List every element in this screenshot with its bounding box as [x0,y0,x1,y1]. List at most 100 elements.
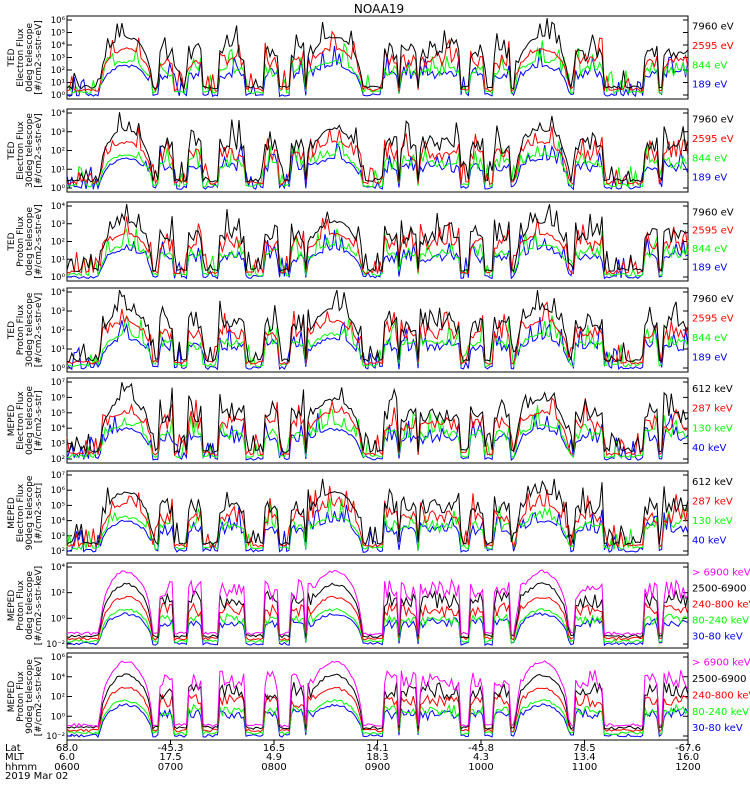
panel-2: 10⁴ 10³ 10² 10¹ 10⁰ TED Electron Flux 30deg tel… [7,108,734,194]
y-axis-label-line: TED [7,232,17,251]
legend-entry: 7960 eV [692,207,734,218]
y-tick-label: 10³ [51,54,65,64]
legend-entry: 2595 eV [692,226,734,237]
y-axis-label-line: TED [7,141,17,160]
x-tick-label-lat: -45.3 [158,743,184,754]
y-axis-label-line: 0deg telescope [25,386,35,456]
y-tick-label: 10⁰ [51,91,66,101]
y-axis-label-line: 0deg telescope [25,207,35,277]
y-axis-label: MEPED Proton Flux 90deg telescope [#/cm2-s-… [7,657,44,736]
y-axis-label-line: 0deg telescope [25,23,35,93]
chart-title: NOAA19 [354,2,404,16]
x-tick-label-lat: 14.1 [366,743,388,754]
series-trace [66,382,689,454]
legend-entry: 7960 eV [692,22,734,33]
legend-entry: 189 eV [692,262,727,273]
y-tick-label: 10⁰ [51,614,66,624]
series-trace [66,315,689,368]
y-tick-label: 10⁵ [51,409,65,419]
y-axis-label-line: Proton Flux [16,304,26,355]
x-tick-label-lat: -67.6 [675,743,701,754]
y-axis-label-line: Electron Flux [16,28,26,87]
y-axis-label-line: 30deg telescope [25,113,35,188]
y-tick-label: 10⁰ [51,712,66,722]
legend-entry: 7960 eV [692,294,734,305]
y-tick-label: 10² [51,455,65,465]
series-trace [66,673,689,730]
x-tick-label-mlt: 4.3 [473,752,489,763]
panel-4: 10⁴ 10³ 10² 10¹ 10⁰ TED Proton Flux 30deg teles… [7,287,734,374]
y-tick-label: 10⁶ [51,393,66,403]
y-axis-label-line: [#/cm2-s-str-eV] [34,293,44,368]
legend-entry: 612 keV [692,477,733,488]
y-axis-label: TED Proton Flux 30deg telescope [#/cm2-s-st… [7,292,44,367]
x-row-label: MLT [5,752,25,763]
y-axis-label: TED Electron Flux 0deg telescope [#/cm2-s-s… [7,20,44,95]
y-tick-label: 10⁴ [51,563,66,573]
panel-3: 10⁴ 10³ 10² 10¹ 10⁰ TED Proton Flux 0deg telesc… [7,201,734,283]
x-tick-label-hhmm: 1100 [572,762,597,773]
x-tick-label-mlt: 16.0 [677,752,699,763]
y-tick-label: 10³ [51,440,65,450]
y-tick-label: 10⁶ [51,653,66,663]
legend-entry: 30-80 keV [692,723,743,734]
legend-entry: 189 eV [692,352,727,363]
series-trace [66,289,689,363]
y-tick-label: 10⁷ [51,378,66,388]
legend-entry: 844 eV [692,244,727,255]
y-tick-label: 10⁴ [51,109,66,119]
series-trace [66,412,689,461]
y-axis-label: MEPED Electron Flux 0deg telescope [#/cm2-s… [7,386,44,456]
series-trace [66,686,689,734]
y-axis-label-line: MEPED [7,681,17,713]
x-tick-label-hhmm: 0900 [365,762,390,773]
x-tick-label-hhmm: 0600 [54,762,79,773]
series-trace [66,18,689,90]
legend-entry: 189 eV [692,173,727,184]
y-axis-label-line: [#/cm2-s-str-keV] [34,657,44,736]
y-tick-label: 10⁴ [51,424,66,434]
y-axis-label-line: [#/cm2-s-str-eV] [34,204,44,279]
y-tick-label: 10³ [51,220,65,230]
y-tick-label: 10³ [51,307,65,317]
y-tick-label: 10¹ [51,79,65,89]
y-axis-label: MEPED Proton Flux 0deg telescope [#/cm2-s-s… [7,566,44,645]
series-trace [66,595,689,641]
x-tick-label-lat: 78.5 [573,743,595,754]
y-axis-label-line: [#/cm2-s-str-eV] [34,20,44,95]
y-tick-label: 10⁴ [51,673,66,683]
legend-entry: 2500-6900 [692,674,747,685]
y-tick-label: 10² [51,693,65,703]
y-axis-label-line: TED [7,48,17,67]
series-trace [66,660,689,728]
legend-entry: 612 keV [692,384,733,395]
y-tick-label: 10² [51,66,65,76]
y-axis-label-line: 0deg telescope [25,571,35,641]
y-tick-label: 10⁴ [51,202,66,212]
legend-entry: 80-240 keV [692,707,749,718]
legend-entry: 2500-6900 [692,583,747,594]
legend-entry: 130 keV [692,516,733,527]
y-axis-label-line: 30deg telescope [25,292,35,367]
y-tick-label: 10³ [51,532,65,542]
series-trace [66,703,689,739]
legend-entry: 287 keV [692,404,733,415]
series-trace [66,216,689,276]
legend-entry: 844 eV [692,153,727,164]
y-axis-label-line: Proton Flux [16,671,26,722]
y-tick-label: 10² [51,147,65,157]
y-tick-label: 10⁴ [51,288,66,298]
series-trace [66,316,689,371]
y-tick-label: 10⁻² [46,732,65,742]
series-trace [66,608,689,644]
plot-frame [66,287,689,373]
plot-frame [66,377,689,464]
x-tick-label-hhmm: 0800 [261,762,286,773]
y-axis-label-line: [#/cm2-s-str] [34,390,44,450]
y-axis-label-line: MEPED [7,497,17,529]
y-axis-label-line: Electron Flux [16,121,26,180]
x-row-label: Lat [5,743,21,754]
y-tick-label: 10² [51,547,65,557]
